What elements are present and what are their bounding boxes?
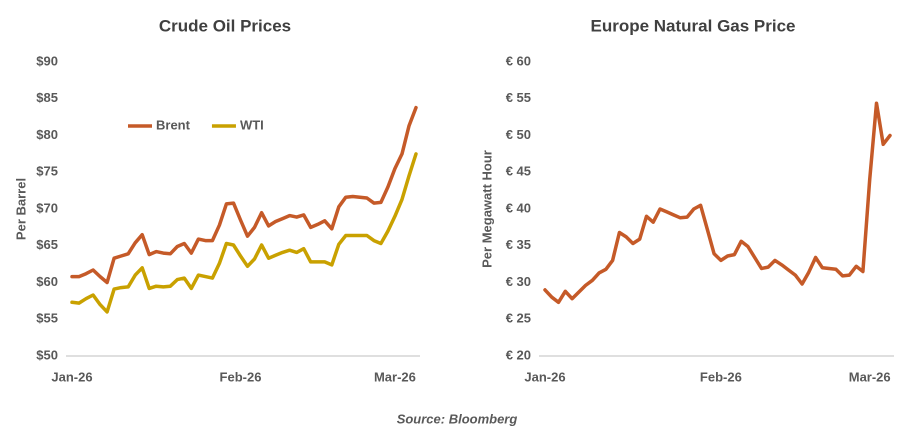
- line-series: [70, 152, 418, 314]
- y-tick-label: $75: [36, 164, 58, 179]
- y-axis-label: Per Barrel: [13, 178, 28, 240]
- legend-label: Brent: [156, 117, 191, 132]
- x-tick-label: Feb-26: [700, 369, 742, 384]
- y-tick-label: $55: [36, 311, 58, 326]
- y-tick-label: $80: [36, 127, 58, 142]
- y-tick-label: $90: [36, 53, 58, 68]
- y-tick-label: € 45: [506, 164, 531, 179]
- line-series: [543, 101, 892, 305]
- y-tick-label: € 35: [506, 237, 531, 252]
- y-tick-label: € 25: [506, 311, 531, 326]
- y-tick-label: € 40: [506, 200, 531, 215]
- legend-label: WTI: [240, 117, 264, 132]
- y-tick-label: € 60: [506, 53, 531, 68]
- y-tick-label: € 20: [506, 347, 531, 362]
- x-tick-label: Feb-26: [220, 369, 262, 384]
- y-tick-label: $60: [36, 274, 58, 289]
- x-tick-label: Jan-26: [51, 369, 92, 384]
- y-tick-label: $70: [36, 200, 58, 215]
- x-tick-label: Mar-26: [849, 369, 891, 384]
- y-tick-label: € 30: [506, 274, 531, 289]
- chart-title: Europe Natural Gas Price: [590, 16, 795, 35]
- y-axis-label: Per Megawatt Hour: [479, 150, 494, 268]
- x-tick-label: Jan-26: [524, 369, 565, 384]
- y-tick-label: € 50: [506, 127, 531, 142]
- y-tick-label: $50: [36, 347, 58, 362]
- x-tick-label: Mar-26: [374, 369, 416, 384]
- chart-title: Crude Oil Prices: [159, 16, 291, 35]
- source-note: Source: Bloomberg: [397, 411, 518, 426]
- line-series: [70, 105, 418, 285]
- y-tick-label: $85: [36, 90, 58, 105]
- y-tick-label: $65: [36, 237, 58, 252]
- y-tick-label: € 55: [506, 90, 531, 105]
